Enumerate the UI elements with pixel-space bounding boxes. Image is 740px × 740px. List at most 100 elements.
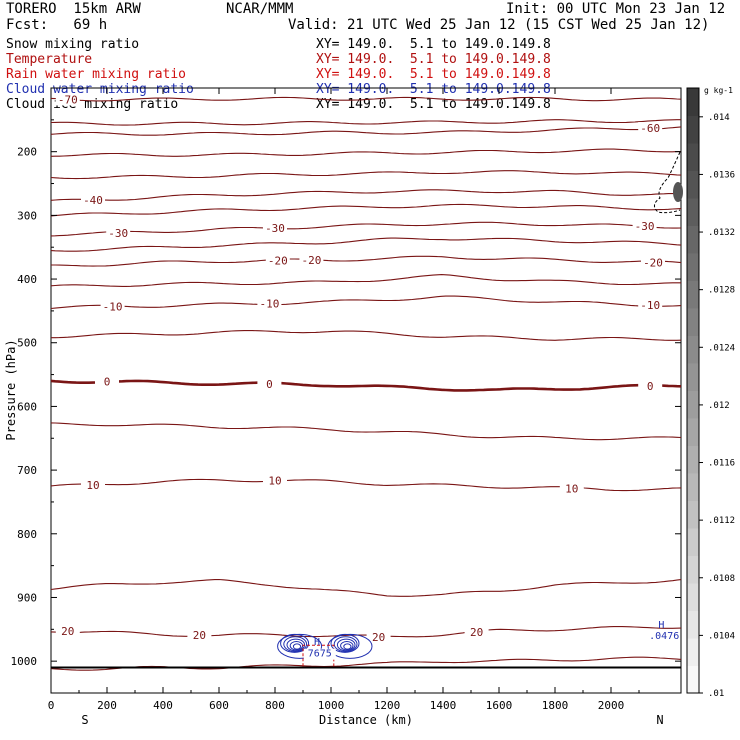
legend-rain-xy: XY= 149.0. 5.1 to 149.0.149.8 [316, 67, 551, 82]
isotherm-label: -40 [83, 194, 103, 207]
isotherm-label-bg [95, 375, 119, 388]
isotherm-label-bg [632, 220, 657, 233]
center-title: NCAR/MMM [226, 1, 294, 17]
isotherm-label-bg [55, 93, 80, 106]
isotherm-line [50, 478, 682, 492]
x-tick-label: 1600 [486, 699, 513, 712]
x-axis: 0 200 400 600 800 1000 1200 1400 1600 1800 2000 [48, 88, 640, 712]
y-tick-label: 1000 [11, 655, 38, 668]
colorbar-segment [687, 143, 699, 171]
isotherm-label-bg [299, 254, 324, 267]
x-tick-label: 400 [153, 699, 173, 712]
colorbar-segment [687, 308, 699, 336]
isotherm-label-bg [257, 297, 282, 310]
isotherm-label: 10 [268, 474, 281, 487]
isotherm-line [50, 626, 682, 638]
colorbar-tick-label: .0128 [708, 286, 735, 296]
colorbar-tick-label: .0136 [708, 170, 735, 180]
isotherm-line [50, 203, 682, 217]
legend-snow-xy: XY= 149.0. 5.1 to 149.0.149.8 [316, 37, 551, 52]
isotherm-label: 10 [565, 482, 578, 495]
isotherm-line [50, 96, 682, 102]
plot-frame [50, 87, 682, 694]
cloud-water-contour [283, 636, 308, 653]
x-tick-label: 1400 [430, 699, 457, 712]
isotherm-line [50, 237, 682, 252]
legend-snow-label: Snow mixing ratio [6, 37, 140, 52]
x-tick-label: 200 [97, 699, 117, 712]
y-tick-label: 700 [17, 464, 37, 477]
y-tick-label: 500 [17, 337, 37, 350]
isotherm-label-bg [638, 122, 663, 135]
isotherm-label: 20 [372, 631, 385, 644]
isotherm-line [51, 330, 682, 341]
isotherm-label: -20 [301, 254, 321, 267]
isotherm-label: 20 [193, 629, 206, 642]
x-tick-label: 1800 [542, 699, 569, 712]
colorbar-tick-label: .0108 [708, 574, 735, 584]
colorbar-segment [687, 500, 699, 529]
colorbar-segment [687, 473, 699, 501]
init-time: Init: 00 UTC Mon 23 Jan 12 [506, 1, 726, 17]
y-axis-title: Pressure (hPa) [4, 339, 18, 440]
isotherm-line [50, 422, 682, 441]
isotherm-line [50, 656, 682, 671]
isotherm-label: -20 [268, 255, 288, 268]
legend-cloudice-xy: XY= 149.0. 5.1 to 149.0.149.8 [316, 97, 551, 112]
isotherm-line [50, 170, 682, 180]
isotherm-label: -30 [265, 222, 285, 235]
cloud-water-contour [277, 633, 323, 659]
isotherm-line [50, 148, 682, 157]
colorbar: .014 .0136 .0132 .0128 .0124 .012 .0116 .0112 .0… [686, 86, 735, 699]
south-label: S [81, 713, 88, 727]
colorbar-tick-label: .01 [708, 689, 724, 699]
y-tick-label: 200 [17, 146, 37, 159]
colorbar-segment [687, 390, 699, 419]
cloud-water-contour [333, 636, 358, 653]
colorbar-segment [687, 88, 699, 116]
isotherm-label-bg [366, 630, 391, 643]
colorbar-tick-label: .0124 [708, 343, 735, 353]
isotherm-label: 20 [61, 625, 74, 638]
isotherm-label-bg [81, 193, 105, 206]
isotherm-label: 0 [266, 378, 273, 391]
isotherm-line [50, 126, 682, 136]
colorbar-segment [687, 610, 699, 639]
isotherm-label: -30 [635, 220, 655, 233]
colorbar-segment [687, 528, 699, 556]
isotherm-label-bg [100, 300, 125, 313]
isotherm-label-bg [265, 254, 290, 267]
colorbar-tick-label: .0104 [708, 631, 735, 641]
colorbar-segment [687, 335, 699, 364]
isotherm-label: 0 [647, 380, 654, 393]
isotherm-label-bg [106, 226, 131, 239]
colorbar-segment [687, 198, 699, 226]
colorbar-segment [687, 638, 699, 666]
legend-temperature-label: Temperature [6, 52, 93, 67]
isotherm-label: -10 [640, 299, 660, 312]
cloud-water-contour [327, 633, 373, 659]
snow-shaded-cell [673, 182, 683, 202]
colorbar-tick-label: .0112 [708, 516, 735, 526]
isotherm-line [50, 189, 682, 201]
isotherm-label: -10 [259, 297, 279, 310]
x-tick-label: 1200 [374, 699, 401, 712]
annotation-bg [303, 648, 336, 660]
legend-rain-label: Rain water mixing ratio [6, 67, 187, 82]
isotherm-label-bg [187, 629, 212, 642]
valid-time: Valid: 21 UTC Wed 25 Jan 12 (15 CST Wed … [288, 17, 710, 33]
isotherm-label-bg [641, 256, 665, 269]
colorbar-segment [687, 363, 699, 391]
isotherm-label: -10 [103, 300, 123, 313]
isotherm-label-bg [638, 380, 663, 393]
isotherm-label: -70 [58, 93, 78, 106]
colorbar-tick-label: .0132 [708, 228, 735, 238]
isotherm-label: -20 [643, 256, 663, 269]
y-tick-label: 400 [17, 273, 37, 286]
x-tick-label: 1000 [318, 699, 345, 712]
isotherm-label-bg [257, 378, 282, 391]
isotherm-label-bg [263, 474, 287, 487]
cloud-water-cell [327, 633, 373, 659]
cloud-water-contour [292, 643, 302, 650]
